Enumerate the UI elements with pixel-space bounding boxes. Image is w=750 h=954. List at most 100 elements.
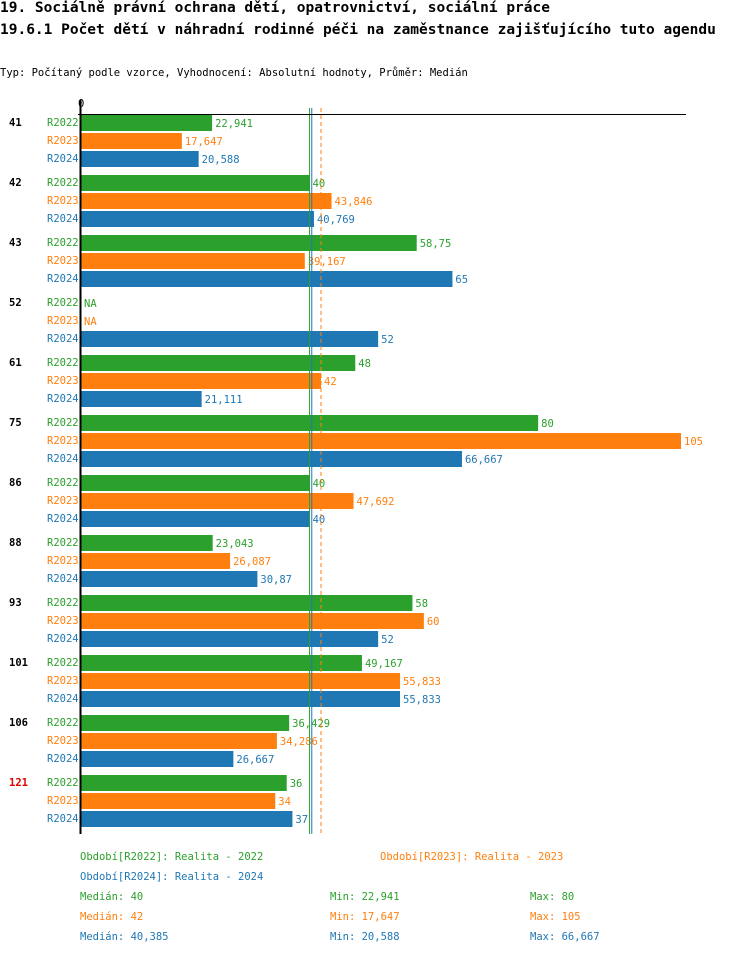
data-label: 20,588 — [202, 154, 240, 166]
series-label: R2024 — [47, 333, 79, 345]
chart-title: 19.6.1 Počet dětí v náhradní rodinné péč… — [0, 22, 716, 38]
category-label: 106 — [9, 717, 28, 729]
series-label: R2022 — [47, 597, 79, 609]
series-label: R2024 — [47, 633, 79, 645]
bar — [81, 733, 277, 749]
bar — [81, 151, 199, 167]
max-stat: Max: 66,667 — [530, 931, 600, 943]
min-stat: Min: 17,647 — [330, 911, 400, 923]
bar — [81, 451, 462, 467]
data-label: 66,667 — [465, 454, 503, 466]
data-label: 48 — [358, 358, 371, 370]
min-stat: Min: 22,941 — [330, 891, 400, 903]
data-label: 34 — [278, 796, 291, 808]
series-label: R2023 — [47, 675, 79, 687]
series-label: R2024 — [47, 273, 79, 285]
data-label: 36,429 — [292, 718, 330, 730]
series-label: R2022 — [47, 117, 79, 129]
series-label: R2023 — [47, 735, 79, 747]
bar — [81, 391, 202, 407]
bar — [81, 631, 379, 647]
median-stat: Medián: 40 — [80, 891, 143, 903]
bar — [81, 691, 401, 707]
bar — [81, 751, 234, 767]
series-label: R2023 — [47, 435, 79, 447]
data-label: 58 — [415, 598, 428, 610]
data-label: 40 — [313, 478, 326, 490]
data-label: 40 — [313, 178, 326, 190]
min-stat: Min: 20,588 — [330, 931, 400, 943]
data-label: 42 — [324, 376, 337, 388]
bar — [81, 133, 182, 149]
bar — [81, 613, 424, 629]
category-label: 93 — [9, 597, 22, 609]
data-label: 40 — [313, 514, 326, 526]
data-label: NA — [84, 316, 97, 328]
data-label: NA — [84, 298, 97, 310]
median-stat: Medián: 40,385 — [80, 931, 169, 943]
series-label: R2022 — [47, 357, 79, 369]
series-label: R2023 — [47, 135, 79, 147]
bar — [81, 673, 401, 689]
category-label: 52 — [9, 297, 22, 309]
bar — [81, 175, 310, 191]
data-label: 34,286 — [280, 736, 318, 748]
series-label: R2023 — [47, 255, 79, 267]
data-label: 40,769 — [317, 214, 355, 226]
series-label: R2023 — [47, 315, 79, 327]
bar — [81, 253, 305, 269]
bar — [81, 511, 310, 527]
series-label: R2024 — [47, 153, 79, 165]
bar — [81, 655, 362, 671]
series-label: R2024 — [47, 393, 79, 405]
series-label: R2023 — [47, 375, 79, 387]
data-label: 80 — [541, 418, 554, 430]
data-label: 22,941 — [215, 118, 253, 130]
legend-item: Období[R2022]: Realita - 2022 — [80, 851, 263, 863]
data-label: 52 — [381, 334, 394, 346]
bar — [81, 775, 287, 791]
series-label: R2023 — [47, 555, 79, 567]
data-label: 49,167 — [365, 658, 403, 670]
series-label: R2023 — [47, 795, 79, 807]
bar — [81, 553, 231, 569]
bar — [81, 595, 413, 611]
data-label: 47,692 — [357, 496, 395, 508]
bar — [81, 211, 314, 227]
series-label: R2022 — [47, 417, 79, 429]
data-label: 58,75 — [420, 238, 452, 250]
series-label: R2024 — [47, 573, 79, 585]
series-label: R2024 — [47, 513, 79, 525]
series-label: R2024 — [47, 813, 79, 825]
category-label: 61 — [9, 357, 22, 369]
bar — [81, 331, 379, 347]
category-label: 42 — [9, 177, 22, 189]
bar — [81, 115, 213, 131]
series-label: R2024 — [47, 213, 79, 225]
data-label: 52 — [381, 634, 394, 646]
data-label: 55,833 — [403, 694, 441, 706]
series-label: R2024 — [47, 693, 79, 705]
median-stat: Medián: 42 — [80, 911, 143, 923]
data-label: 36 — [290, 778, 303, 790]
series-label: R2022 — [47, 177, 79, 189]
max-stat: Max: 105 — [530, 911, 581, 923]
data-label: 26,667 — [236, 754, 274, 766]
data-label: 30,87 — [260, 574, 292, 586]
bar — [81, 373, 321, 389]
bar — [81, 715, 290, 731]
series-label: R2022 — [47, 657, 79, 669]
bar — [81, 811, 293, 827]
chart-info: Typ: Počítaný podle vzorce, Vyhodnocení:… — [0, 67, 468, 79]
category-label: 101 — [9, 657, 28, 669]
legend-item: Období[R2024]: Realita - 2024 — [80, 871, 263, 883]
series-label: R2022 — [47, 237, 79, 249]
bar — [81, 193, 332, 209]
data-label: 43,846 — [335, 196, 373, 208]
series-label: R2022 — [47, 717, 79, 729]
bar — [81, 571, 258, 587]
data-label: 17,647 — [185, 136, 223, 148]
data-label: 37 — [295, 814, 308, 826]
series-label: R2024 — [47, 753, 79, 765]
section-title: 19. Sociálně právní ochrana dětí, opatro… — [0, 0, 550, 16]
